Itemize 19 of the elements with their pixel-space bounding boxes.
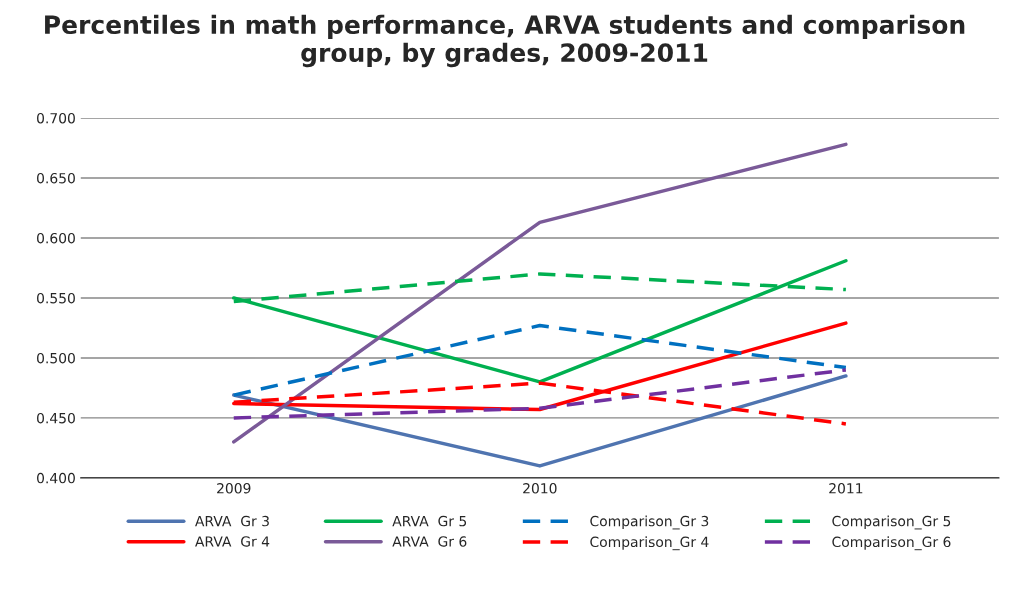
legend-label: Comparison_Gr 4: [590, 536, 709, 551]
y-tick-label: 0.400: [37, 472, 75, 484]
y-tick-label: 0.700: [37, 112, 75, 124]
legend-label: ARVA Gr 4: [195, 536, 270, 547]
legend-label: ARVA Gr 6: [392, 536, 467, 547]
x-tick-label: 2010: [523, 483, 557, 494]
x-tick-label: 2011: [829, 483, 863, 494]
chart-title: Percentiles in math performance, ARVA students and comparison group, by grades, 2009-2011: [45, 14, 965, 68]
legend-label: ARVA Gr 5: [392, 515, 467, 527]
legend-label: Comparison_Gr 3: [590, 515, 709, 530]
y-tick-label: 0.600: [37, 232, 75, 244]
legend-label: Comparison_Gr 5: [832, 515, 951, 530]
y-tick-label: 0.500: [37, 352, 75, 364]
legend-label: Comparison_Gr 6: [832, 536, 951, 551]
x-tick-label: 2009: [217, 483, 251, 494]
y-tick-label: 0.650: [37, 172, 75, 184]
legend-label: ARVA Gr 3: [195, 515, 269, 527]
y-tick-label: 0.550: [37, 292, 75, 304]
y-tick-label: 0.450: [37, 412, 75, 424]
